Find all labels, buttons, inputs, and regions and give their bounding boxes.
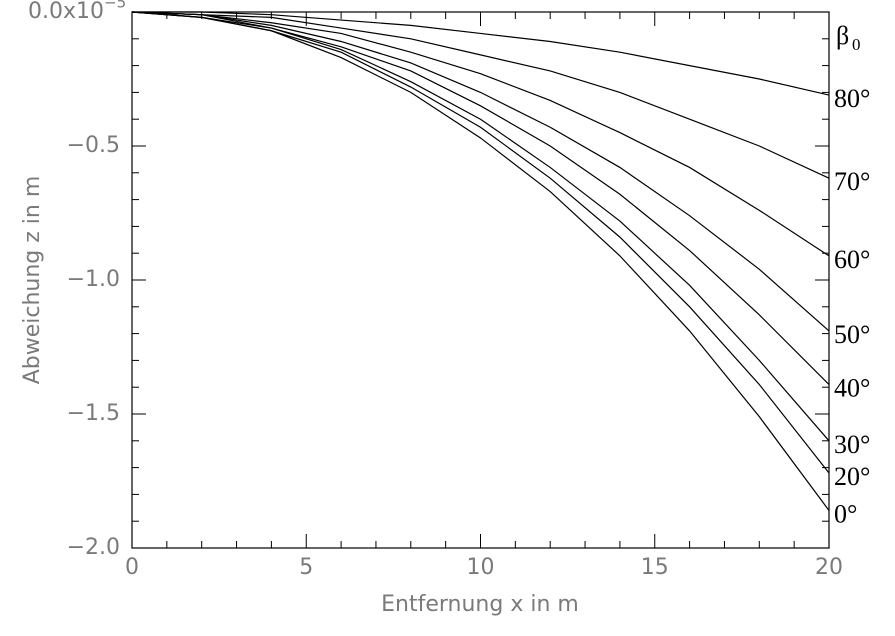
legend-label: 50° xyxy=(834,320,870,349)
x-tick-label: 15 xyxy=(641,555,669,580)
y-tick-label: −1.5 xyxy=(67,401,120,426)
x-tick-label: 10 xyxy=(467,555,495,580)
legend-label: 60° xyxy=(834,245,870,274)
data-line xyxy=(131,11,830,179)
legend-title: β xyxy=(836,21,849,50)
y-exponent: −5 xyxy=(104,0,126,12)
y-tick-label: −0.5 xyxy=(67,133,120,158)
legend-title-sub: 0 xyxy=(852,35,861,54)
x-axis-title: Entfernung x in m xyxy=(381,592,579,617)
x-tick-label: 5 xyxy=(299,555,313,580)
y-tick-label: −2.0 xyxy=(67,535,120,560)
data-line xyxy=(131,11,830,257)
data-line xyxy=(131,11,830,385)
y-axis-title: Abweichung z in m xyxy=(20,176,45,385)
legend-label: 30° xyxy=(834,430,870,459)
legend-label: 20° xyxy=(834,462,870,491)
legend-label: 0° xyxy=(834,499,857,528)
legend-label: 80° xyxy=(834,84,870,113)
legend-label: 70° xyxy=(834,167,870,196)
y-tick-label: −1.0 xyxy=(67,267,120,292)
legend-label: 40° xyxy=(834,373,870,402)
data-line xyxy=(131,11,830,442)
x-tick-label: 20 xyxy=(815,555,843,580)
data-line xyxy=(132,11,830,96)
data-line xyxy=(131,11,830,332)
x-tick-label: 0 xyxy=(125,555,139,580)
data-line xyxy=(131,11,830,511)
y-tick-label: 0.0x10 xyxy=(28,0,104,24)
